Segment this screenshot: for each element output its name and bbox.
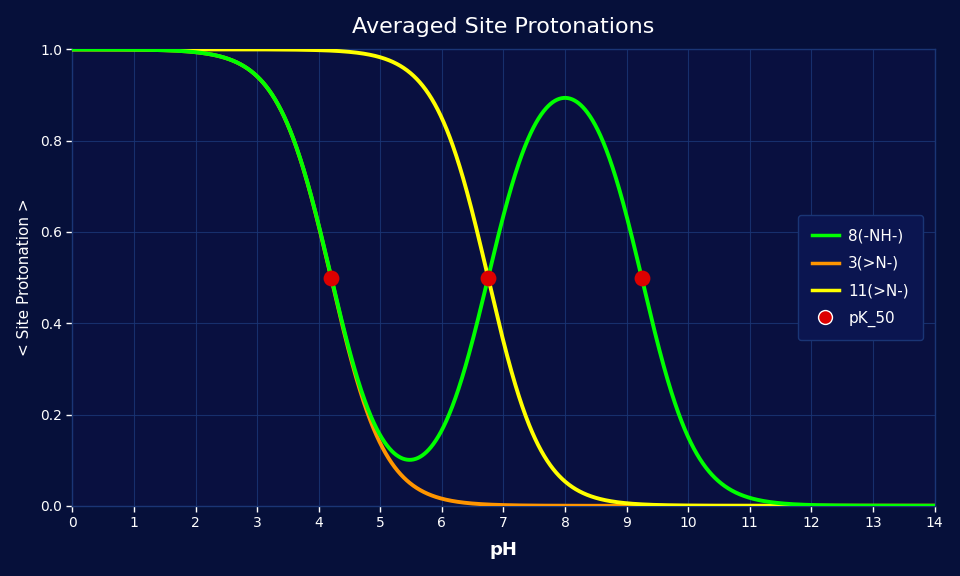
Title: Averaged Site Protonations: Averaged Site Protonations (352, 17, 655, 37)
Point (635, 273, 650, 282)
Legend: 8(-NH-), 3(>N-), 11(>N-), pK_50: 8(-NH-), 3(>N-), 11(>N-), pK_50 (798, 215, 923, 340)
Point (324, 273, 339, 282)
X-axis label: pH: pH (490, 541, 517, 559)
Point (480, 273, 495, 282)
Y-axis label: < Site Protonation >: < Site Protonation > (16, 199, 32, 357)
